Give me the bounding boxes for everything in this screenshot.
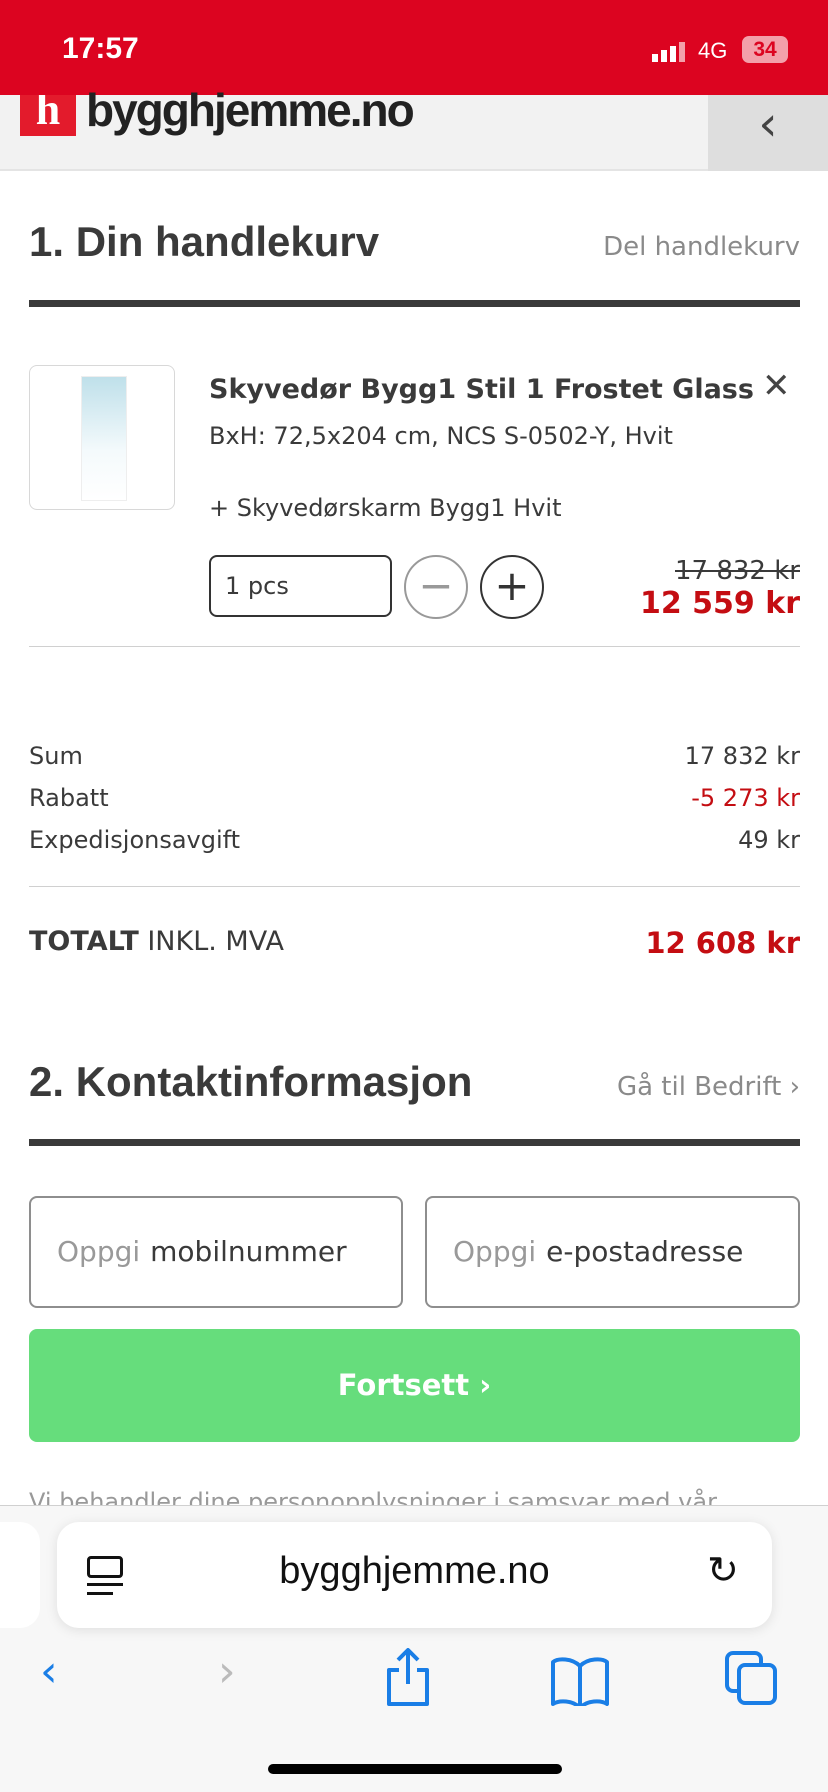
phone-placeholder-prefix: Oppgi bbox=[57, 1235, 141, 1268]
product-name[interactable]: Skyvedør Bygg1 Stil 1 Frostet Glass bbox=[209, 374, 754, 405]
logo[interactable]: bygghjemme.no bbox=[86, 84, 415, 136]
product-details: BxH: 72,5x204 cm, NCS S-0502-Y, Hvit bbox=[209, 422, 673, 450]
logo-icon[interactable]: h bbox=[20, 95, 76, 136]
total-label: TOTALT bbox=[29, 926, 139, 957]
share-button[interactable] bbox=[385, 1648, 431, 1712]
increase-quantity-button[interactable]: + bbox=[480, 555, 544, 619]
summary-label: Sum bbox=[29, 742, 83, 770]
summary-row-discount: Rabatt -5 273 kr bbox=[29, 784, 800, 812]
share-cart-link[interactable]: Del handlekurv bbox=[603, 232, 800, 262]
quantity-input[interactable]: 1 pcs bbox=[209, 555, 392, 617]
browser-forward-button[interactable]: › bbox=[218, 1646, 236, 1697]
divider bbox=[29, 886, 800, 887]
item-price: 12 559 kr bbox=[639, 586, 800, 621]
summary-row-fee: Expedisjonsavgift 49 kr bbox=[29, 826, 800, 854]
business-link[interactable]: Gå til Bedrift › bbox=[616, 1072, 800, 1102]
phone-label: mobilnummer bbox=[150, 1235, 347, 1268]
close-icon: ✕ bbox=[762, 366, 791, 406]
url-text[interactable]: bygghjemme.no bbox=[279, 1550, 550, 1592]
continue-button[interactable]: Fortsett › bbox=[29, 1329, 800, 1442]
remove-item-button[interactable]: ✕ bbox=[762, 366, 791, 406]
network-type: 4G bbox=[698, 38, 728, 63]
summary-value: 17 832 kr bbox=[684, 742, 800, 770]
old-price: 17 832 kr bbox=[675, 556, 800, 586]
email-placeholder-prefix: Oppgi bbox=[453, 1235, 537, 1268]
book-icon bbox=[551, 1657, 609, 1710]
divider bbox=[29, 646, 800, 647]
total-label-vat: INKL. MVA bbox=[147, 926, 284, 957]
email-label: e-postadresse bbox=[546, 1235, 744, 1268]
phone-input[interactable]: Oppgi mobilnummer bbox=[29, 1196, 403, 1308]
product-image[interactable] bbox=[29, 365, 175, 510]
summary-label: Expedisjonsavgift bbox=[29, 826, 241, 854]
bookmarks-button[interactable] bbox=[550, 1656, 610, 1710]
total-row: TOTALT INKL. MVA 12 608 kr bbox=[29, 926, 800, 960]
summary-value: 49 kr bbox=[738, 826, 800, 854]
reload-icon[interactable]: ↻ bbox=[707, 1548, 739, 1592]
minus-icon: − bbox=[418, 561, 454, 610]
address-bar[interactable]: bygghjemme.no ↻ bbox=[57, 1522, 772, 1628]
home-indicator[interactable] bbox=[268, 1764, 562, 1774]
section-bar bbox=[29, 300, 800, 307]
chevron-left-icon: ‹ bbox=[758, 96, 778, 152]
decrease-quantity-button[interactable]: − bbox=[404, 555, 468, 619]
share-icon bbox=[387, 1648, 429, 1706]
plus-icon: + bbox=[494, 561, 530, 610]
total-value: 12 608 kr bbox=[645, 926, 800, 960]
summary-label: Rabatt bbox=[29, 784, 109, 812]
previous-tab-peek[interactable] bbox=[0, 1522, 40, 1628]
product-addon: + Skyvedørskarm Bygg1 Hvit bbox=[209, 494, 562, 522]
browser-back-button[interactable]: ‹ bbox=[40, 1646, 58, 1697]
cart-title: 1. Din handlekurv bbox=[29, 218, 380, 265]
battery-icon: 34 bbox=[742, 36, 788, 63]
section-bar bbox=[29, 1139, 800, 1146]
back-button[interactable]: ‹ bbox=[708, 95, 828, 171]
tabs-button[interactable] bbox=[724, 1650, 780, 1710]
status-time: 17:57 bbox=[62, 32, 139, 65]
email-input[interactable]: Oppgi e-postadresse bbox=[425, 1196, 800, 1308]
summary-row-sum: Sum 17 832 kr bbox=[29, 742, 800, 770]
summary-value: -5 273 kr bbox=[691, 784, 800, 812]
site-header: h bygghjemme.no ‹ bbox=[0, 84, 828, 171]
contact-title: 2. Kontaktinformasjon bbox=[29, 1058, 473, 1105]
signal-icon bbox=[652, 42, 685, 62]
chevron-left-icon: ‹ bbox=[40, 1646, 58, 1697]
browser-toolbar: bygghjemme.no ↻ ‹ › bbox=[0, 1505, 828, 1792]
status-bar: 17:57 4G 34 bbox=[0, 0, 828, 95]
reader-icon[interactable] bbox=[87, 1556, 125, 1598]
tabs-icon bbox=[725, 1651, 777, 1705]
chevron-right-icon: › bbox=[218, 1646, 236, 1697]
